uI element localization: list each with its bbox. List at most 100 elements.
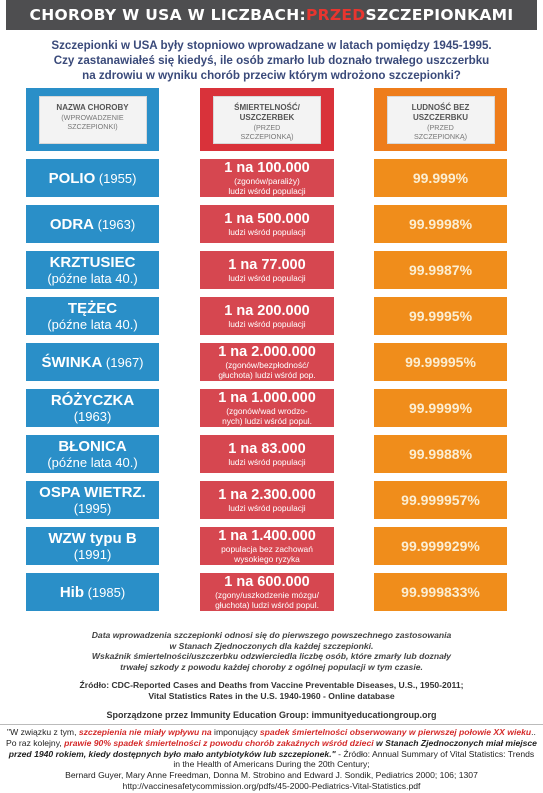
vaccine-introduction: (późne lata 40.) <box>47 317 138 332</box>
disease-name: Hib (1985) <box>60 584 125 601</box>
title-part-2: PRZED <box>305 6 366 24</box>
mortality-note: ludzi wśród populacji <box>228 503 306 513</box>
vaccine-introduction: (późne lata 40.) <box>47 455 138 470</box>
header-title: USZCZERBKU <box>412 113 469 122</box>
unharmed-percentage: 99.999% <box>412 170 469 186</box>
header-subtitle: (PRZED <box>253 123 281 132</box>
unharmed-percentage: 99.999833% <box>401 584 480 600</box>
quote-highlight: spadek śmiertelności obserwowany w pierw… <box>259 727 532 737</box>
mortality-ratio: 1 na 600.000 <box>224 574 310 590</box>
unharmed-cell: 99.9998% <box>374 205 507 243</box>
quote-text: "W związku z tym, <box>7 727 79 737</box>
header-tab: ŚMIERTELNOŚĆ/ USZCZERBEK (PRZED SZCZEPIO… <box>213 96 321 144</box>
unharmed-percentage: 99.9998% <box>408 216 473 232</box>
footnote-line: trwałej szkody z powodu każdej choroby z… <box>120 661 423 672</box>
disease-name: ODRA (1963) <box>50 216 135 233</box>
mortality-cell: 1 na 2.000.000 (zgonów/bezpłodność/głucho… <box>200 343 334 381</box>
disease-name-cell: POLIO (1955) <box>26 159 159 197</box>
intro-line: Czy zastanawiałeś się kiedyś, ile osób z… <box>53 54 490 67</box>
mortality-ratio: 1 na 100.000 <box>224 160 310 176</box>
mortality-cell: 1 na 77.000 ludzi wśród populacji <box>200 251 334 289</box>
disease-label: KRZTUSIEC <box>49 254 136 271</box>
quote-highlight: prawie 90% spadek śmiertelności z powodu… <box>64 737 374 748</box>
table-row: POLIO (1955) 1 na 100.000 (zgonów/paraliży… <box>0 159 543 197</box>
unharmed-percentage: 99.9987% <box>408 262 473 278</box>
disease-label: WZW typu B <box>48 530 137 547</box>
prepared-by: Sporządzone przez Immunity Education Gro… <box>106 710 437 720</box>
table-row: BŁONICA (późne lata 40.) 1 na 83.000 ludzi … <box>0 435 543 473</box>
footnote-line: Wskaźnik śmiertelności/uszczerbku odzwie… <box>91 651 452 662</box>
unharmed-cell: 99.999929% <box>374 527 507 565</box>
disease-label: TĘŻEC <box>67 300 118 317</box>
header-subtitle: SZCZEPIONKĄ) <box>413 132 468 141</box>
mortality-note: ludzi wśród populacji <box>228 227 306 237</box>
unharmed-cell: 99.9995% <box>374 297 507 335</box>
unharmed-cell: 99.999957% <box>374 481 507 519</box>
table-row: TĘŻEC (późne lata 40.) 1 na 200.000 ludzi w… <box>0 297 543 335</box>
mortality-note: populacja bez zachowań <box>221 544 313 554</box>
quote-highlight: szczepienia nie miały wpływu na <box>78 727 212 737</box>
mortality-ratio: 1 na 200.000 <box>224 303 310 319</box>
disease-name-cell: Hib (1985) <box>26 573 159 611</box>
disease-name-cell: TĘŻEC (późne lata 40.) <box>26 297 159 335</box>
header-subtitle: SZCZEPIONKĄ) <box>240 132 294 141</box>
header-subtitle: (PRZED <box>427 123 454 132</box>
unharmed-percentage: 99.9988% <box>408 446 473 462</box>
header-unharmed-population: LUDNOŚĆ BEZ USZCZERBKU (PRZED SZCZEPIONK… <box>374 88 507 151</box>
mortality-ratio: 1 na 1.000.000 <box>218 390 316 406</box>
disease-label: POLIO <box>48 169 96 187</box>
mortality-note: ludzi wśród populacji <box>228 186 306 196</box>
quote-text: imponujący <box>211 727 260 737</box>
intro-text: Szczepionki w USA były stopniowo wprowad… <box>10 38 533 83</box>
vaccine-introduction: (1963) <box>73 409 112 424</box>
disease-label: Hib <box>59 583 84 601</box>
mortality-note: wysokiego ryzyka <box>234 554 300 564</box>
footnote-line: Data wprowadzenia szczepionki odnosi się… <box>91 630 452 640</box>
mortality-cell: 1 na 600.000 (zgony/uszkodzenie mózgu/głu… <box>200 573 334 611</box>
unharmed-cell: 99.9987% <box>374 251 507 289</box>
header-title: NAZWA CHOROBY <box>56 103 129 112</box>
mortality-ratio: 1 na 1.400.000 <box>218 528 316 544</box>
mortality-cell: 1 na 1.000.000 (zgonów/wad wrodzo-nych) l… <box>200 389 334 427</box>
disease-name-cell: BŁONICA (późne lata 40.) <box>26 435 159 473</box>
mortality-note: (zgonów/bezpłodność/ <box>225 360 309 370</box>
title-part-1: CHOROBY W USA W LICZBACH: <box>29 6 306 24</box>
disease-label: ŚWINKA <box>41 353 103 371</box>
mortality-note: ludzi wśród populacji <box>228 319 306 329</box>
disease-name-cell: WZW typu B (1991) <box>26 527 159 565</box>
mortality-note: ludzi wśród populacji <box>228 273 306 283</box>
mortality-cell: 1 na 2.300.000 ludzi wśród populacji <box>200 481 334 519</box>
mortality-ratio: 1 na 83.000 <box>228 441 306 457</box>
header-subtitle: (WPROWADZENIE <box>61 113 124 122</box>
table-row: OSPA WIETRZ. (1995) 1 na 2.300.000 ludzi wś… <box>0 481 543 519</box>
header-title: LUDNOŚĆ BEZ <box>411 103 470 112</box>
vaccine-year: (1985) <box>83 584 126 600</box>
vaccine-year: (1967) <box>102 354 144 370</box>
quote-italic: w Stanach Zjednoczonych miał miejsce prz… <box>8 737 537 759</box>
mortality-cell: 1 na 200.000 ludzi wśród populacji <box>200 297 334 335</box>
mortality-ratio: 1 na 500.000 <box>224 211 310 227</box>
unharmed-cell: 99.999833% <box>374 573 507 611</box>
mortality-note: ludzi wśród populacji <box>228 457 306 467</box>
source-line: Vital Statistics Rates in the U.S. 1940-… <box>148 690 395 701</box>
table-row: WZW typu B (1991) 1 na 1.400.000 populacja … <box>0 527 543 565</box>
footnote-line: w Stanach Zjednoczonych dla każdej szcze… <box>169 640 374 651</box>
disease-name: TĘŻEC <box>68 300 117 317</box>
mortality-note: głuchota) ludzi wśród popul. <box>215 600 319 610</box>
source-line: Źródło: CDC-Reported Cases and Deaths fr… <box>79 680 464 690</box>
mortality-cell: 1 na 83.000 ludzi wśród populacji <box>200 435 334 473</box>
mortality-note: (zgonów/wad wrodzo- <box>226 406 308 416</box>
table-row: ODRA (1963) 1 na 500.000 ludzi wśród popul… <box>0 205 543 243</box>
disease-name-cell: KRZTUSIEC (późne lata 40.) <box>26 251 159 289</box>
disease-name: RÓŻYCZKA <box>51 392 134 409</box>
table-row: ŚWINKA (1967) 1 na 2.000.000 (zgonów/bezpł… <box>0 343 543 381</box>
vaccine-year: (1955) <box>95 170 137 186</box>
mortality-note: (zgonów/paraliży) <box>234 176 300 186</box>
quote-text: .. Po raz kolejny, <box>6 727 536 748</box>
mortality-ratio: 1 na 77.000 <box>228 257 306 273</box>
disease-name-cell: ŚWINKA (1967) <box>26 343 159 381</box>
disease-label: RÓŻYCZKA <box>50 392 135 409</box>
header-subtitle: SZCZEPIONKI) <box>67 122 118 131</box>
unharmed-cell: 99.99995% <box>374 343 507 381</box>
vaccine-introduction: (1991) <box>73 547 112 562</box>
